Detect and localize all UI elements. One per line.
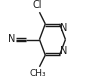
Text: N: N xyxy=(60,23,68,33)
Text: N: N xyxy=(8,34,15,45)
Text: N: N xyxy=(60,46,68,56)
Text: CH₃: CH₃ xyxy=(29,69,46,78)
Text: Cl: Cl xyxy=(32,0,42,10)
